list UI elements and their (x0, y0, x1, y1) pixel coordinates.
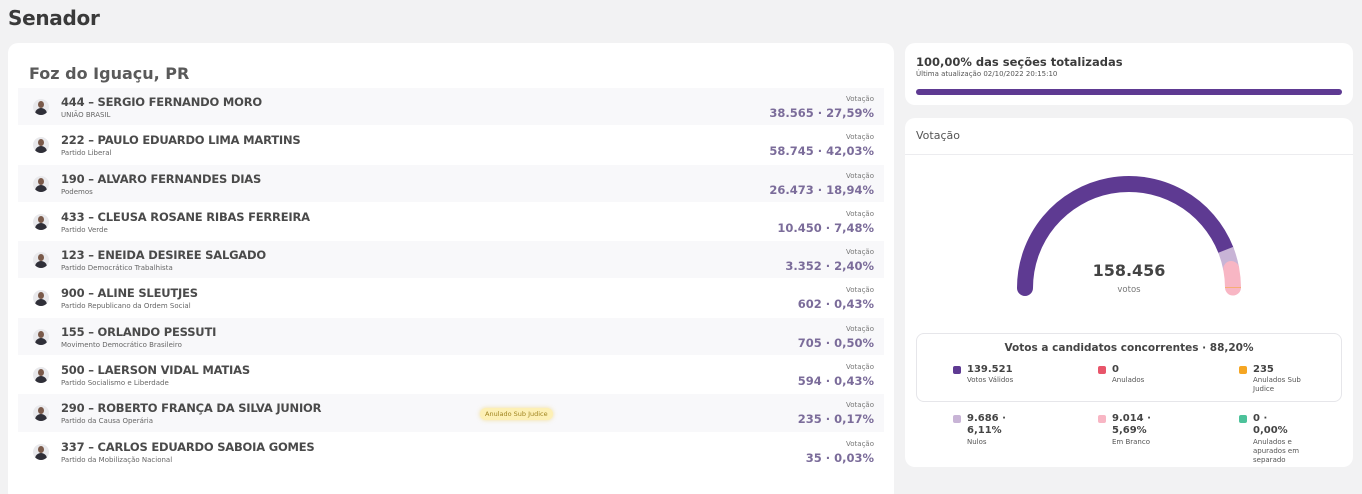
candidate-photo (33, 290, 49, 307)
candidate-votes: 38.565 · 27,59% (769, 106, 874, 120)
city-title: Foz do Iguaçu, PR (29, 64, 190, 83)
candidate-party: Partido Liberal (61, 149, 112, 158)
candidate-votes: 10.450 · 7,48% (777, 220, 874, 235)
legend-label: Em Branco (1112, 438, 1151, 446)
legend-swatch (1239, 366, 1247, 374)
candidate-party: Partido Verde (61, 225, 108, 234)
candidate-votes: 594 · 0,43% (797, 374, 874, 389)
candidate-name: 222 – PAULO EDUARDO LIMA MARTINS (61, 133, 301, 148)
candidate-name: 444 – SERGIO FERNANDO MORO (61, 95, 262, 109)
candidate-party: Partido da Causa Operária (61, 417, 153, 426)
candidate-photo (33, 213, 49, 230)
votacao-card: Votação 158.456 votos Votos a candidatos… (905, 118, 1353, 467)
candidate-votes: 602 · 0,43% (797, 297, 874, 312)
legend-value: 9.686 · 6,11% (967, 413, 1006, 436)
progress-bar (916, 89, 1342, 95)
total-votes-unit: votos (1117, 285, 1141, 295)
last-update-text: Última atualização 02/10/2022 20:15:10 (916, 70, 1058, 78)
candidate-name: 433 – CLEUSA ROSANE RIBAS FERREIRA (61, 209, 310, 224)
candidate-name: 190 – ALVARO FERNANDES DIAS (61, 171, 262, 186)
legend-value: 235 (1253, 364, 1274, 375)
candidate-row[interactable]: 123 – ENEIDA DESIREE SALGADO Partido Demo… (18, 241, 884, 280)
candidate-votes: 3.352 · 2,40% (785, 259, 874, 274)
legend-label: Nulos (967, 438, 987, 446)
vote-legend: Votos a candidatos concorrentes · 88,20%… (916, 333, 1342, 464)
candidate-votes: 35 · 0,03% (805, 450, 874, 465)
candidate-name: 290 – ROBERTO FRANÇA DA SILVA JUNIOR (61, 401, 322, 416)
votacao-label: Votação (846, 209, 874, 218)
legend-value: 0 (1112, 364, 1119, 375)
candidate-party: Partido Socialismo e Liberdade (61, 379, 169, 388)
candidate-party: Partido da Mobilização Nacional (61, 455, 173, 464)
votacao-title: Votação (916, 129, 960, 142)
candidate-photo (33, 367, 49, 384)
candidate-row[interactable]: 433 – CLEUSA ROSANE RIBAS FERREIRA Partid… (18, 203, 884, 242)
votacao-label: Votação (846, 286, 874, 295)
candidate-row[interactable]: 444 – SERGIO FERNANDO MORO UNIÃO BRASIL Vo… (18, 88, 884, 127)
sub-judice-badge: Anulado Sub Judice (480, 408, 553, 421)
votacao-label: Votação (846, 171, 874, 180)
candidate-photo (33, 328, 49, 345)
candidate-votes: 705 · 0,50% (797, 335, 874, 350)
progress-card: 100,00% das seções totalizadas Última at… (905, 43, 1353, 105)
votacao-label: Votação (846, 401, 874, 410)
candidate-photo (33, 99, 49, 115)
candidate-photo (33, 175, 49, 192)
candidate-row[interactable]: 155 – ORLANDO PESSUTI Movimento Democráti… (18, 317, 884, 357)
gauge-segment-em-branco (1223, 261, 1241, 296)
candidate-name: 900 – ALINE SLEUTJES (61, 286, 198, 301)
legend-value: 9.014 · 5,69% (1112, 413, 1151, 436)
legend-swatch (953, 366, 961, 374)
legend-swatch (1098, 415, 1106, 423)
candidate-row[interactable]: 222 – PAULO EDUARDO LIMA MARTINS Partido … (18, 126, 884, 165)
candidate-row[interactable]: 500 – LAERSON VIDAL MATIAS Partido Social… (18, 356, 884, 395)
candidate-list: 444 – SERGIO FERNANDO MORO UNIÃO BRASIL Vo… (18, 88, 884, 471)
candidate-party: Partido Democrático Trabalhista (61, 264, 173, 273)
candidate-votes: 235 · 0,17% (797, 412, 874, 427)
votacao-label: Votação (846, 439, 874, 448)
candidate-photo (33, 443, 49, 460)
candidates-card: Foz do Iguaçu, PR 444 – SERGIO FERNANDO … (8, 43, 894, 494)
legend-swatch (1098, 366, 1106, 374)
candidate-votes: 26.473 · 18,94% (769, 182, 874, 197)
legend-title: Votos a candidatos concorrentes · 88,20% (1004, 342, 1254, 354)
gauge-segment-votos-válidos (1017, 176, 1234, 296)
progress-title: 100,00% das seções totalizadas (916, 55, 1123, 69)
candidate-party: UNIÃO BRASIL (61, 111, 111, 119)
candidate-votes: 58.745 · 42,03% (769, 144, 874, 159)
legend-value: 0 · 0,00% (1253, 413, 1288, 436)
votacao-label: Votação (846, 133, 874, 142)
votacao-label: Votação (846, 95, 874, 103)
candidate-party: Movimento Democrático Brasileiro (61, 340, 182, 349)
candidate-name: 155 – ORLANDO PESSUTI (61, 324, 217, 339)
legend-label: Anulados Sub Judice (1253, 376, 1301, 393)
legend-label: Anulados e apurados em separado (1253, 438, 1300, 464)
candidate-party: Podemos (61, 187, 93, 196)
legend-label: Anulados (1112, 376, 1145, 384)
vote-gauge (1017, 176, 1241, 296)
legend-swatch (953, 415, 961, 423)
divider (905, 154, 1353, 155)
candidate-row[interactable]: 290 – ROBERTO FRANÇA DA SILVA JUNIOR Part… (18, 394, 884, 433)
progress-bar-fill (916, 89, 1342, 95)
page-title: Senador (8, 6, 100, 30)
candidate-name: 123 – ENEIDA DESIREE SALGADO (61, 248, 266, 263)
candidate-photo (33, 252, 49, 269)
votacao-label: Votação (846, 324, 874, 333)
candidate-row[interactable]: 900 – ALINE SLEUTJES Partido Republicano … (18, 279, 884, 318)
votacao-label: Votação (846, 248, 874, 257)
legend-swatch (1239, 415, 1247, 423)
legend-value: 139.521 (967, 364, 1013, 375)
legend-label: Votos Válidos (967, 376, 1014, 384)
candidate-photo (33, 137, 49, 154)
candidate-row[interactable]: 190 – ALVARO FERNANDES DIAS Podemos Votaçã… (18, 164, 884, 203)
candidate-photo (33, 405, 49, 422)
candidate-row[interactable]: 337 – CARLOS EDUARDO SABOIA GOMES Partido… (18, 433, 884, 471)
votacao-label: Votação (846, 363, 874, 372)
candidate-name: 337 – CARLOS EDUARDO SABOIA GOMES (61, 439, 315, 454)
candidate-party: Partido Republicano da Ordem Social (61, 302, 191, 311)
total-votes: 158.456 (1092, 261, 1166, 280)
candidate-name: 500 – LAERSON VIDAL MATIAS (61, 363, 250, 378)
